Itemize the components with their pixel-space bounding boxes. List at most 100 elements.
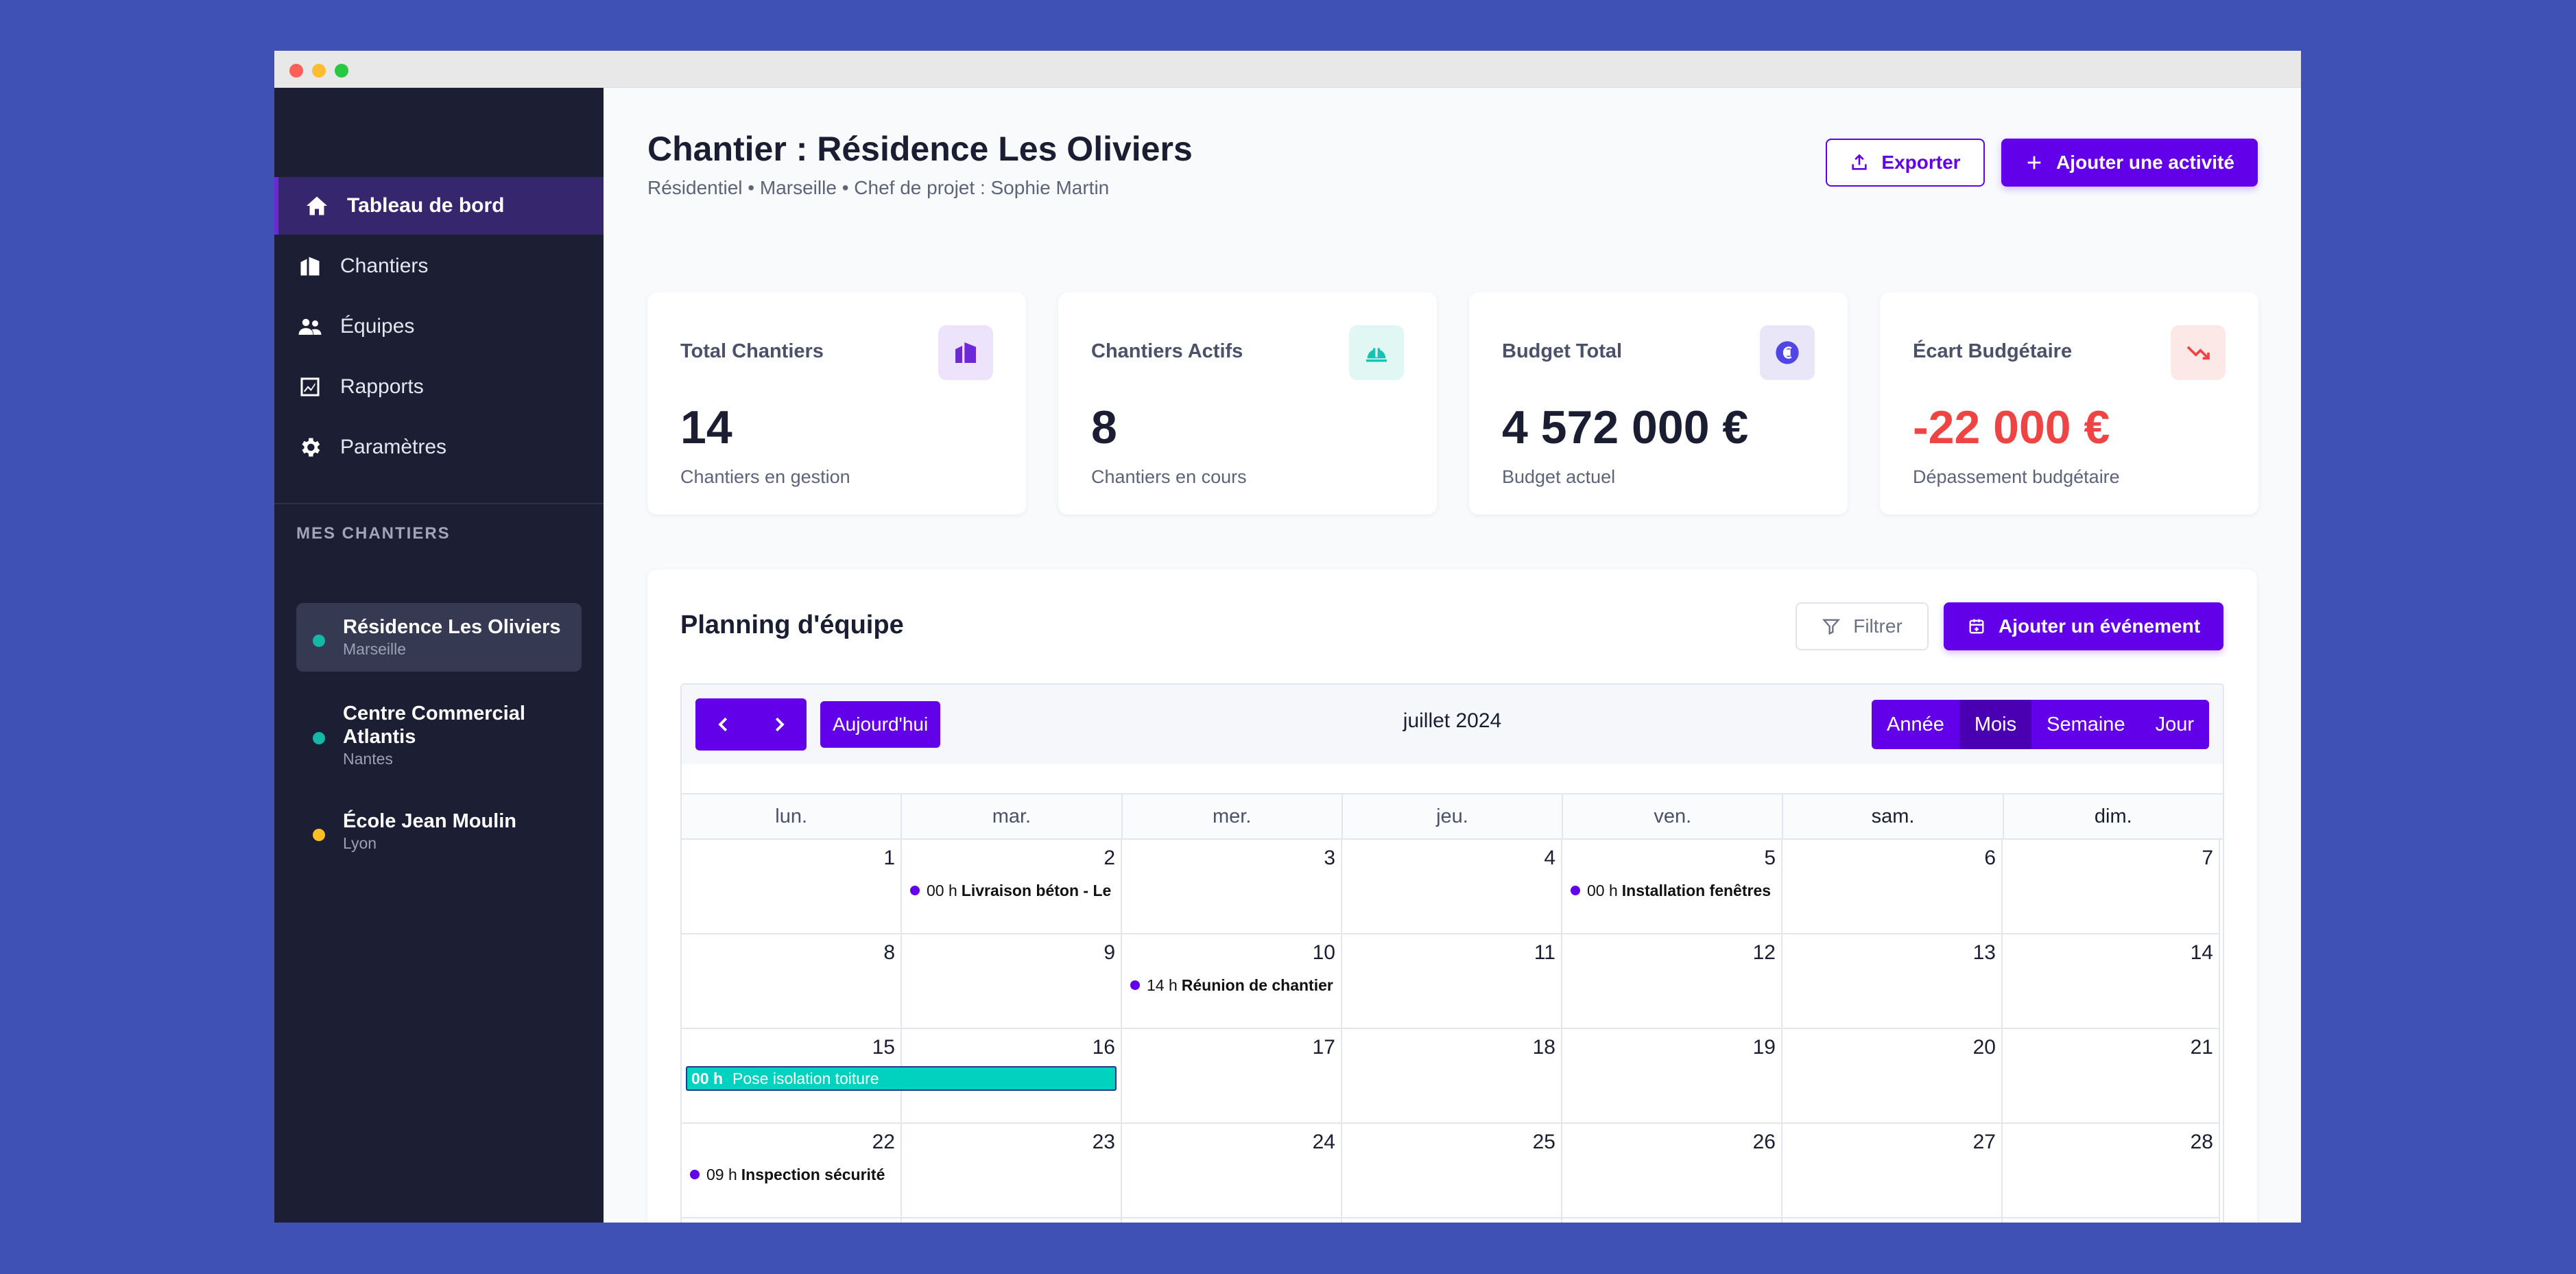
calendar-day-cell[interactable]: 15 00 h Pose isolation toiture	[682, 1029, 1117, 1124]
stat-value: -22 000 €	[1913, 401, 2110, 453]
calendar-day-cell[interactable]: 27	[1782, 1124, 2003, 1218]
multi-day-event[interactable]: 00 h Pose isolation toiture	[686, 1066, 1117, 1091]
calendar-day-cell[interactable]: 25	[1342, 1124, 1562, 1218]
calendar-day-cell[interactable]: 23	[902, 1124, 1122, 1218]
calendar-day-cell[interactable]: 9	[902, 934, 1122, 1029]
calendar-month-title: juillet 2024	[1403, 709, 1502, 732]
calendar-day-cell[interactable]: 29	[682, 1218, 902, 1223]
calendar-day-cell[interactable]: 28	[2003, 1124, 2220, 1218]
main-content: Chantier : Résidence Les Oliviers Réside…	[604, 88, 2301, 1223]
export-button[interactable]: Exporter	[1826, 139, 1985, 187]
event-time: 00 h	[691, 1069, 724, 1087]
day-number: 8	[883, 941, 895, 964]
stat-value: 14	[680, 401, 732, 453]
add-activity-button[interactable]: Ajouter une activité	[2001, 139, 2258, 187]
view-month-button[interactable]: Mois	[1959, 700, 2032, 749]
event-title: Livraison béton - Le	[961, 881, 1112, 899]
calendar-day-cell[interactable]: 26	[1562, 1124, 1782, 1218]
sidebar-item-equipes[interactable]: Équipes	[274, 298, 604, 355]
day-number: 26	[1752, 1131, 1776, 1153]
calendar-event[interactable]: 09 h Inspection sécurité	[690, 1164, 901, 1185]
planning-title: Planning d'équipe	[680, 611, 904, 639]
view-year-button[interactable]: Année	[1887, 713, 1944, 735]
close-window-button[interactable]	[289, 64, 303, 78]
stat-sub: Budget actuel	[1502, 467, 1616, 487]
minimize-window-button[interactable]	[312, 64, 326, 78]
sidebar-item-chantiers[interactable]: Chantiers	[274, 237, 604, 295]
page-subtitle: Résidentiel • Marseille • Chef de projet…	[647, 177, 1110, 198]
calendar-day-cell[interactable]: 14	[2003, 934, 2220, 1029]
calendar-day-cell[interactable]: 10 14 h Réunion de chantier	[1122, 934, 1342, 1029]
calendar-day-cell[interactable]: 24	[1122, 1124, 1342, 1218]
next-month-button[interactable]	[751, 698, 807, 751]
day-number: 2	[1104, 847, 1115, 869]
calendar-day-cell[interactable]: 3	[1122, 840, 1342, 934]
stat-label: Total Chantiers	[680, 340, 824, 362]
calendar-day-cell[interactable]: 12	[1562, 934, 1782, 1029]
day-number: 18	[1532, 1036, 1555, 1059]
sidebar-item-rapports[interactable]: Rapports	[274, 358, 604, 416]
hard-hat-icon	[1349, 325, 1404, 380]
maximize-window-button[interactable]	[335, 64, 348, 78]
calendar-day-cell[interactable]: 22 09 h Inspection sécurité	[682, 1124, 902, 1218]
stat-label: Écart Budgétaire	[1913, 340, 2073, 362]
calendar-day-cell[interactable]: 5 00 h Installation fenêtres	[1562, 840, 1782, 934]
site-city: Marseille	[343, 640, 407, 658]
day-number: 25	[1532, 1131, 1555, 1153]
calendar-day-cell[interactable]: 1	[1342, 1218, 1562, 1223]
calendar-day-cell[interactable]: 8	[682, 934, 902, 1029]
stat-card-budget-total: Budget Total 4 572 000 € Budget actuel	[1469, 292, 1848, 515]
event-title: Inspection sécurité	[741, 1165, 885, 1183]
sidebar: Tableau de bord Chantiers Équipes Rappor…	[274, 88, 604, 1223]
event-time: 14 h	[1147, 976, 1178, 994]
calendar-day-cell[interactable]: 2 00 h Livraison béton - Le	[902, 840, 1122, 934]
calendar-day-cell[interactable]: 11	[1342, 934, 1562, 1029]
calendar-day-cell[interactable]: 20	[1782, 1029, 2003, 1124]
sidebar-nav: Tableau de bord Chantiers Équipes Rappor…	[274, 177, 604, 479]
calendar-day-cell[interactable]: 1	[682, 840, 902, 934]
calendar-day-cell[interactable]: 17	[1122, 1029, 1342, 1124]
calendar-day-cell[interactable]: 19	[1562, 1029, 1782, 1124]
calendar-day-cell[interactable]: 16	[902, 1029, 1122, 1124]
view-week-button[interactable]: Semaine	[2047, 713, 2125, 735]
calendar-event[interactable]: 14 h Réunion de chantier	[1130, 974, 1341, 996]
calendar-day-cell[interactable]: 6	[1782, 840, 2003, 934]
sidebar-item-dashboard[interactable]: Tableau de bord	[274, 177, 604, 235]
sidebar-item-label: Équipes	[340, 315, 415, 338]
add-event-label: Ajouter un événement	[1998, 615, 2201, 637]
calendar-day-cell[interactable]: 18	[1342, 1029, 1562, 1124]
day-number: 14	[2190, 941, 2213, 964]
sidebar-divider	[274, 503, 604, 504]
calendar-day-cell[interactable]: 4	[2003, 1218, 2220, 1223]
euro-icon	[1760, 325, 1815, 380]
weekday-label: dim.	[2094, 805, 2132, 827]
add-event-button[interactable]: Ajouter un événement	[1944, 602, 2223, 650]
site-city: Nantes	[343, 750, 393, 768]
calendar-day-cell[interactable]: 3	[1782, 1218, 2003, 1223]
previous-month-button[interactable]	[695, 698, 751, 751]
site-item-ecole-jean-moulin[interactable]: École Jean Moulin Lyon	[296, 797, 582, 866]
day-number: 9	[1104, 941, 1115, 964]
calendar-day-cell[interactable]: 21	[2003, 1029, 2220, 1124]
today-button[interactable]: Aujourd'hui	[820, 701, 941, 748]
site-name: École Jean Moulin	[343, 810, 516, 832]
calendar-day-cell[interactable]: 30	[902, 1218, 1122, 1223]
site-item-residence-les-oliviers[interactable]: Résidence Les Oliviers Marseille	[296, 603, 582, 672]
event-dot	[690, 1170, 700, 1179]
calendar-day-cell[interactable]: 13	[1782, 934, 2003, 1029]
calendar-day-cell[interactable]: 4	[1342, 840, 1562, 934]
calendar-day-cell[interactable]: 2	[1562, 1218, 1782, 1223]
day-number: 28	[2190, 1131, 2213, 1153]
calendar-event[interactable]: 00 h Installation fenêtres	[1571, 880, 1781, 901]
calendar-toolbar: Aujourd'hui juillet 2024 Année Mois Sema…	[682, 685, 2223, 764]
calendar-event[interactable]: 00 h Livraison béton - Le	[910, 880, 1121, 901]
weekday-label: mer.	[1123, 794, 1343, 838]
calendar-day-cell[interactable]: 7	[2003, 840, 2220, 934]
site-item-centre-commercial-atlantis[interactable]: Centre Commercial Atlantis Nantes	[296, 689, 582, 781]
view-day-button[interactable]: Jour	[2155, 713, 2194, 735]
sidebar-item-parametres[interactable]: Paramètres	[274, 418, 604, 476]
weekday-label: lun.	[682, 794, 903, 838]
calendar-day-cell[interactable]: 31	[1122, 1218, 1342, 1223]
filter-button[interactable]: Filtrer	[1796, 602, 1929, 650]
day-number: 22	[872, 1131, 895, 1153]
